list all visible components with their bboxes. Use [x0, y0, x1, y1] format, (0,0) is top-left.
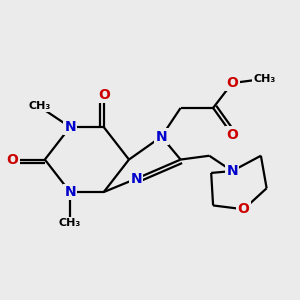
Text: O: O [238, 202, 250, 216]
Text: N: N [64, 185, 76, 199]
Text: N: N [130, 172, 142, 186]
Text: N: N [64, 120, 76, 134]
Text: O: O [98, 88, 110, 102]
Text: N: N [226, 164, 238, 178]
Text: O: O [226, 76, 238, 90]
Text: O: O [6, 153, 18, 166]
Text: CH₃: CH₃ [28, 101, 51, 111]
Text: O: O [226, 128, 238, 142]
Text: CH₃: CH₃ [59, 218, 81, 228]
Text: N: N [156, 130, 167, 144]
Text: CH₃: CH₃ [254, 74, 276, 84]
